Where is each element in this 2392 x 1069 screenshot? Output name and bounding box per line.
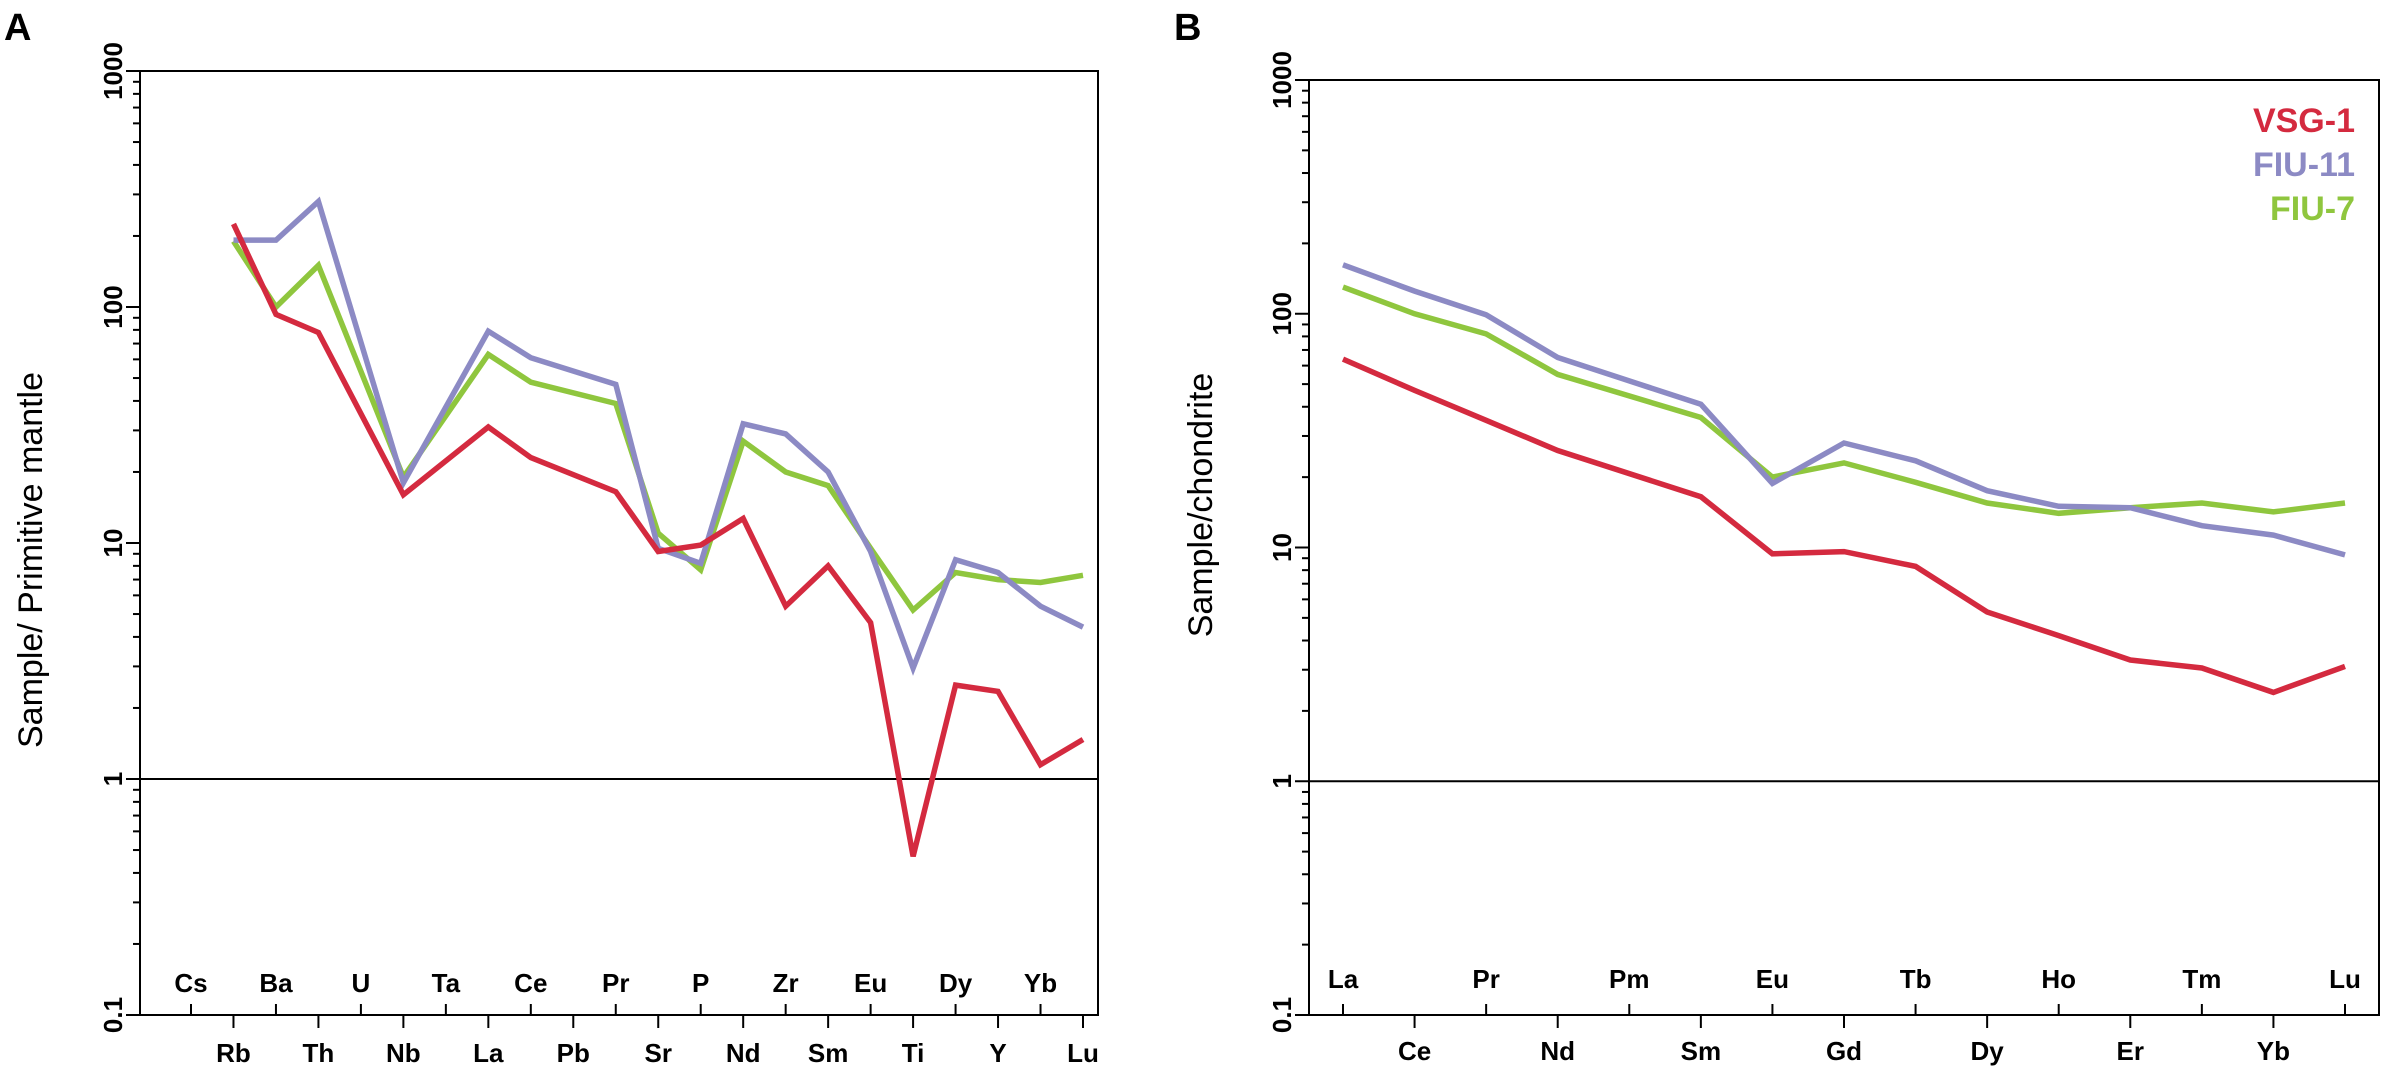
- x-tick-label-ba: Ba: [259, 968, 293, 998]
- plot-frame-a: [139, 70, 1099, 1016]
- x-tick-label-lu: Lu: [1067, 1038, 1099, 1068]
- x-tick-label-dy: Dy: [939, 968, 973, 998]
- x-tick-label-ce: Ce: [1398, 1036, 1431, 1066]
- y-tick-label-a: 0.1: [98, 997, 128, 1033]
- x-tick-label-ce: Ce: [514, 968, 547, 998]
- y-tick-label-a: 1000: [98, 42, 128, 100]
- y-tick-label-b: 100: [1267, 292, 1297, 335]
- series-line-fiu-7-a: [231, 239, 1084, 615]
- x-tick-label-gd: Gd: [1826, 1036, 1862, 1066]
- panel-letter-a: A: [4, 7, 31, 49]
- x-tick-label-sm: Sm: [808, 1038, 848, 1068]
- x-tick-label-pb: Pb: [557, 1038, 590, 1068]
- x-tick-label-p: P: [692, 968, 709, 998]
- x-tick-label-pr: Pr: [1472, 964, 1499, 994]
- x-tick-label-dy: Dy: [1971, 1036, 2005, 1066]
- x-tick-label-sr: Sr: [645, 1038, 672, 1068]
- x-tick-label-ta: Ta: [432, 968, 461, 998]
- y-tick-label-a: 1: [98, 772, 128, 786]
- x-tick-label-tb: Tb: [1900, 964, 1932, 994]
- y-tick-label-a: 10: [98, 529, 128, 558]
- x-tick-label-th: Th: [303, 1038, 335, 1068]
- x-tick-label-yb: Yb: [2257, 1036, 2290, 1066]
- x-tick-label-pr: Pr: [602, 968, 629, 998]
- y-tick-label-b: 10: [1267, 533, 1297, 562]
- y-tick-label-b: 1: [1267, 774, 1297, 788]
- legend-label-vsg-1: VSG-1: [2253, 102, 2355, 140]
- series-line-fiu-7-b: [1342, 284, 2346, 517]
- y-tick-label-a: 100: [98, 285, 128, 328]
- series-line-vsg-1-a: [231, 222, 1085, 858]
- x-tick-label-cs: Cs: [174, 968, 207, 998]
- series-line-fiu-11-a: [233, 196, 1085, 676]
- x-tick-label-nd: Nd: [726, 1038, 761, 1068]
- x-tick-label-yb: Yb: [1024, 968, 1057, 998]
- y-axis-title-b: Sample/chondrite: [1182, 373, 1220, 638]
- y-tick-label-b: 1000: [1267, 51, 1297, 109]
- x-tick-label-tm: Tm: [2182, 964, 2221, 994]
- panel-a: A Sample/ Primitive mantle 1000 100 10 1 0.1…: [4, 7, 1099, 1068]
- x-tick-label-zr: Zr: [773, 968, 799, 998]
- x-tick-label-la: La: [473, 1038, 504, 1068]
- x-tick-label-eu: Eu: [854, 968, 887, 998]
- x-tick-label-pm: Pm: [1609, 964, 1649, 994]
- x-tick-label-y: Y: [989, 1038, 1006, 1068]
- legend-label-fiu-7: FIU-7: [2270, 190, 2355, 228]
- legend: VSG-1 FIU-11 FIU-7: [2253, 102, 2355, 228]
- x-tick-label-nb: Nb: [386, 1038, 421, 1068]
- x-tick-label-sm: Sm: [1681, 1036, 1721, 1066]
- plot-frame-b: [1308, 79, 2380, 1016]
- panel-letter-b: B: [1174, 7, 1201, 49]
- panel-b: B Sample/chondrite 1000 100 10 1 0.1 La Ce Pr Nd…: [1174, 7, 2380, 1066]
- legend-label-fiu-11: FIU-11: [2253, 146, 2355, 184]
- x-tick-label-eu: Eu: [1756, 964, 1789, 994]
- x-tick-label-er: Er: [2117, 1036, 2144, 1066]
- x-tick-label-la: La: [1328, 964, 1359, 994]
- y-axis-title-a: Sample/ Primitive mantle: [12, 372, 50, 748]
- x-tick-label-lu: Lu: [2329, 964, 2361, 994]
- series-line-fiu-11-b: [1342, 262, 2346, 558]
- x-tick-label-rb: Rb: [216, 1038, 251, 1068]
- y-tick-label-b: 0.1: [1267, 997, 1297, 1033]
- series-line-vsg-1-b: [1341, 356, 2346, 696]
- x-tick-label-ho: Ho: [2041, 964, 2076, 994]
- x-tick-label-u: U: [352, 968, 371, 998]
- x-tick-label-nd: Nd: [1540, 1036, 1575, 1066]
- x-tick-label-ti: Ti: [902, 1038, 925, 1068]
